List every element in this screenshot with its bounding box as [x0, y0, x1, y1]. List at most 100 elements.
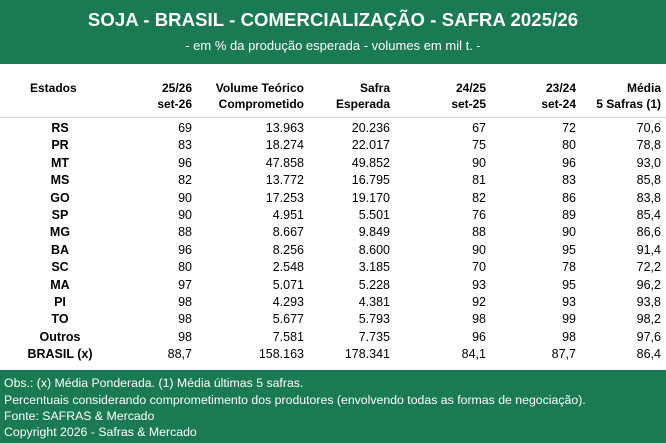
cell-safra: 8.600 — [358, 242, 390, 257]
cell-media: 96,2 — [636, 277, 661, 292]
cell-safra: 3.185 — [358, 260, 390, 275]
column-header-line2: Esperada — [335, 97, 390, 111]
cell-volume: 17.253 — [265, 190, 304, 205]
cell-state: MG — [49, 225, 71, 240]
cell-2324: 93 — [562, 294, 576, 309]
cell-volume: 7.581 — [272, 329, 304, 344]
cell-media: 78,8 — [636, 138, 661, 153]
table-row: GO 90 17.253 19.170 82 86 83,8 — [0, 190, 666, 207]
cell-2526: 97 — [178, 277, 192, 292]
report-title: SOJA - BRASIL - COMERCIALIZAÇÃO - SAFRA … — [87, 9, 579, 30]
report-subtitle: - em % da produção esperada - volumes em… — [185, 38, 481, 53]
cell-2526: 88,7 — [167, 347, 192, 362]
cell-volume: 13.772 — [265, 173, 304, 188]
footer-note: Percentuais considerando comprometimento… — [4, 393, 586, 407]
cell-state: BA — [50, 242, 70, 257]
cell-2324: 96 — [562, 155, 576, 170]
cell-volume: 5.071 — [272, 277, 304, 292]
cell-2324: 95 — [562, 277, 576, 292]
table-row: SC 80 2.548 3.185 70 78 72,2 — [0, 259, 666, 276]
column-header-line2: set-26 — [157, 97, 192, 111]
cell-2425: 82 — [472, 190, 486, 205]
cell-media: 93,8 — [636, 294, 661, 309]
cell-safra: 19.170 — [351, 190, 390, 205]
cell-2425: 96 — [472, 329, 486, 344]
table-header: Estados 25/26 set-26 Volume Teórico Comp… — [0, 80, 666, 116]
cell-2324: 89 — [562, 207, 576, 222]
cell-media: 86,4 — [636, 347, 661, 362]
cell-volume: 8.667 — [272, 225, 304, 240]
column-header-line1: 25/26 — [161, 81, 192, 95]
cell-volume: 8.256 — [272, 242, 304, 257]
cell-state: BRASIL (x) — [27, 347, 93, 362]
cell-state: MT — [50, 155, 70, 170]
cell-safra: 20.236 — [351, 121, 390, 135]
cell-2526: 88 — [178, 225, 192, 240]
cell-2526: 98 — [178, 294, 192, 309]
report-header: SOJA - BRASIL - COMERCIALIZAÇÃO - SAFRA … — [0, 0, 666, 64]
column-header-line1: Safra — [359, 81, 390, 95]
cell-safra: 22.017 — [351, 138, 390, 153]
column-header-line1: Estados — [30, 81, 77, 95]
column-header-estados: Estados — [30, 80, 77, 96]
table-row: TO 98 5.677 5.793 98 99 98,2 — [0, 311, 666, 328]
cell-state: MA — [50, 277, 70, 292]
cell-2526: 82 — [178, 173, 192, 188]
cell-2324: 98 — [562, 329, 576, 344]
column-header-line1: Volume Teórico — [215, 81, 304, 95]
column-header-line2: set-24 — [541, 97, 576, 111]
cell-state: RS — [51, 121, 69, 135]
table-row: PI 98 4.293 4.381 92 93 93,8 — [0, 294, 666, 311]
cell-2324: 83 — [562, 173, 576, 188]
cell-state: SC — [51, 260, 69, 275]
header-divider — [0, 117, 666, 118]
cell-media: 72,2 — [636, 260, 661, 275]
table-row: MG 88 8.667 9.849 88 90 86,6 — [0, 224, 666, 241]
cell-state: SP — [51, 207, 69, 222]
cell-volume: 4.293 — [272, 294, 304, 309]
table-row: PR 83 18.274 22.017 75 80 78,8 — [0, 137, 666, 154]
cell-2425: 70 — [472, 260, 486, 275]
cell-2425: 81 — [472, 173, 486, 188]
cell-media: 93,0 — [636, 155, 661, 170]
cell-2324: 99 — [562, 312, 576, 327]
column-header-safra: Safra Esperada — [336, 80, 390, 112]
cell-2526: 90 — [178, 190, 192, 205]
column-header-volume: Volume Teórico Comprometido — [216, 80, 304, 112]
cell-state: GO — [50, 190, 70, 205]
column-header-2526: 25/26 set-26 — [157, 80, 192, 112]
cell-volume: 47.858 — [265, 155, 304, 170]
column-header-line2: 5 Safras (1) — [596, 97, 661, 111]
cell-safra: 5.793 — [358, 312, 390, 327]
column-header-line1: 23/24 — [545, 81, 576, 95]
cell-2425: 90 — [472, 155, 486, 170]
column-header-line2: Comprometido — [218, 97, 304, 111]
cell-2526: 90 — [178, 207, 192, 222]
column-header-line1: Média — [626, 81, 661, 95]
footer-copyright: Copyright 2026 - Safras & Mercado — [4, 425, 197, 439]
table-row: BRASIL (x) 88,7 158.163 178.341 84,1 87,7 86,4 — [0, 346, 666, 363]
column-header-2425: 24/25 set-25 — [451, 80, 486, 112]
table-row: MA 97 5.071 5.228 93 95 96,2 — [0, 277, 666, 294]
cell-state: PI — [54, 294, 66, 309]
cell-2526: 98 — [178, 312, 192, 327]
column-header-line1: 24/25 — [455, 81, 486, 95]
cell-safra: 5.501 — [358, 207, 390, 222]
cell-2425: 93 — [472, 277, 486, 292]
cell-safra: 49.852 — [351, 155, 390, 170]
footer-source: Fonte: SAFRAS & Mercado — [4, 409, 155, 423]
table-row: MT 96 47.858 49.852 90 96 93,0 — [0, 155, 666, 172]
cell-media: 97,6 — [636, 329, 661, 344]
cell-volume: 4.951 — [272, 207, 304, 222]
cell-2324: 78 — [562, 260, 576, 275]
cell-safra: 7.735 — [358, 329, 390, 344]
cell-volume: 13.963 — [265, 121, 304, 135]
table-row: Outros 98 7.581 7.735 96 98 97,6 — [0, 329, 666, 346]
cell-2425: 98 — [472, 312, 486, 327]
cell-volume: 2.548 — [272, 260, 304, 275]
cell-2526: 96 — [178, 155, 192, 170]
cell-2425: 90 — [472, 242, 486, 257]
cell-media: 70,6 — [636, 121, 661, 135]
cell-volume: 158.163 — [258, 347, 304, 362]
column-header-2324: 23/24 set-24 — [541, 80, 576, 112]
